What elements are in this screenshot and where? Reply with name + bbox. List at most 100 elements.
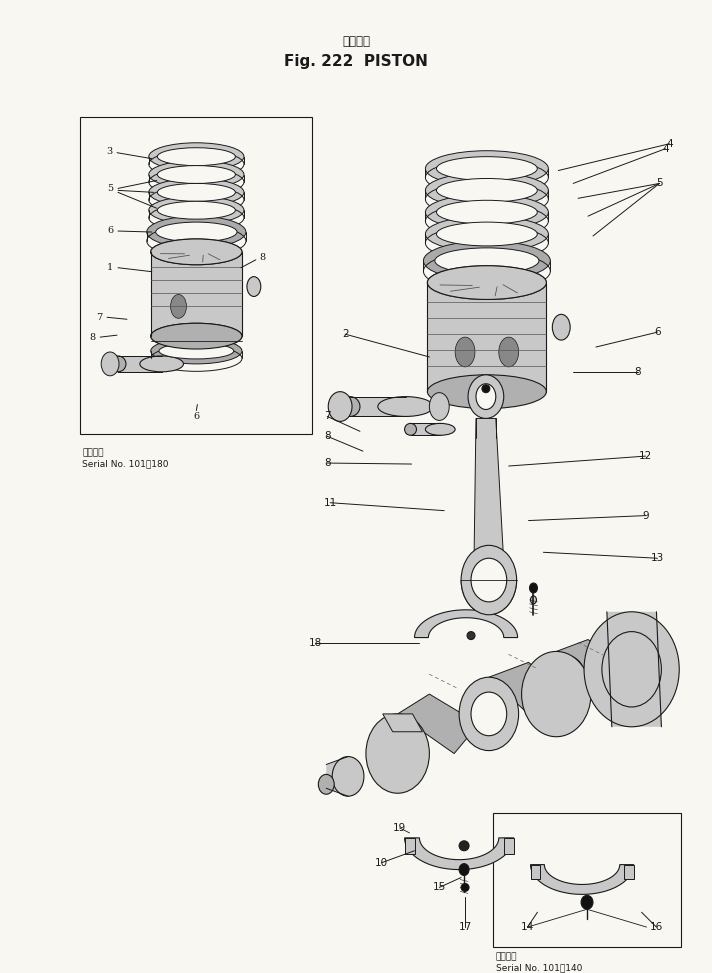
Ellipse shape <box>404 423 417 435</box>
Ellipse shape <box>530 595 536 604</box>
Polygon shape <box>397 694 479 753</box>
Text: 4: 4 <box>662 144 669 154</box>
Text: 適用号機: 適用号機 <box>496 952 518 961</box>
Polygon shape <box>326 757 348 796</box>
Ellipse shape <box>149 197 244 224</box>
Ellipse shape <box>157 165 236 184</box>
Ellipse shape <box>584 612 679 727</box>
Ellipse shape <box>328 392 352 421</box>
Text: 7: 7 <box>324 412 330 421</box>
Ellipse shape <box>151 323 242 349</box>
Text: ピストン: ピストン <box>342 35 370 48</box>
Text: 2: 2 <box>342 329 348 340</box>
Text: 15: 15 <box>433 883 446 892</box>
Ellipse shape <box>247 276 261 297</box>
Text: 8: 8 <box>324 458 330 468</box>
Text: 8: 8 <box>260 253 266 263</box>
Polygon shape <box>624 865 634 880</box>
Ellipse shape <box>424 241 550 280</box>
Text: 19: 19 <box>393 823 407 833</box>
Ellipse shape <box>366 714 429 793</box>
Ellipse shape <box>499 337 518 367</box>
Text: 8: 8 <box>634 367 641 377</box>
Ellipse shape <box>333 757 364 796</box>
Polygon shape <box>350 397 406 416</box>
Polygon shape <box>404 838 414 853</box>
Polygon shape <box>530 865 634 894</box>
Polygon shape <box>556 639 628 694</box>
Ellipse shape <box>147 216 246 248</box>
Polygon shape <box>118 356 162 372</box>
Ellipse shape <box>425 172 548 208</box>
Polygon shape <box>489 663 568 719</box>
Text: 14: 14 <box>521 922 534 932</box>
Ellipse shape <box>156 222 237 242</box>
Text: 7: 7 <box>96 312 103 322</box>
Text: 8: 8 <box>324 431 330 442</box>
Ellipse shape <box>553 314 570 341</box>
Polygon shape <box>151 252 242 336</box>
Ellipse shape <box>530 583 538 593</box>
Ellipse shape <box>455 337 475 367</box>
Ellipse shape <box>159 343 234 359</box>
Bar <box>493 813 681 947</box>
Text: 16: 16 <box>650 922 663 932</box>
Ellipse shape <box>157 148 236 165</box>
Text: 3: 3 <box>106 147 112 157</box>
Ellipse shape <box>151 239 242 265</box>
Ellipse shape <box>581 895 593 909</box>
Text: 6: 6 <box>107 226 113 234</box>
Polygon shape <box>411 423 440 435</box>
Ellipse shape <box>467 631 475 639</box>
Ellipse shape <box>468 375 503 418</box>
Ellipse shape <box>471 692 507 736</box>
Ellipse shape <box>151 239 242 265</box>
Ellipse shape <box>482 384 490 393</box>
Ellipse shape <box>427 375 546 409</box>
Ellipse shape <box>149 143 244 170</box>
Polygon shape <box>607 612 661 727</box>
Ellipse shape <box>436 200 538 224</box>
Ellipse shape <box>608 616 671 695</box>
Ellipse shape <box>157 184 236 201</box>
Bar <box>80 117 313 434</box>
Polygon shape <box>474 418 503 562</box>
Text: 8: 8 <box>89 333 95 342</box>
Ellipse shape <box>427 266 546 300</box>
Text: 11: 11 <box>323 498 337 508</box>
Polygon shape <box>404 838 513 870</box>
Ellipse shape <box>149 161 244 189</box>
Ellipse shape <box>149 178 244 206</box>
Ellipse shape <box>602 631 661 707</box>
Polygon shape <box>414 610 518 637</box>
Text: 18: 18 <box>309 637 322 647</box>
Ellipse shape <box>436 222 538 246</box>
Text: 12: 12 <box>639 451 652 461</box>
Ellipse shape <box>318 775 334 794</box>
Polygon shape <box>427 282 546 392</box>
Text: 適用号機: 適用号機 <box>83 449 104 457</box>
Text: 9: 9 <box>642 511 649 521</box>
Ellipse shape <box>110 356 126 372</box>
Text: 5: 5 <box>107 184 113 193</box>
Text: 13: 13 <box>651 554 664 563</box>
Text: 5: 5 <box>656 178 663 189</box>
Polygon shape <box>530 865 540 880</box>
Ellipse shape <box>436 157 538 180</box>
Ellipse shape <box>140 356 184 372</box>
Ellipse shape <box>461 545 517 615</box>
Text: 4: 4 <box>666 139 673 149</box>
Ellipse shape <box>425 216 548 252</box>
Text: 10: 10 <box>375 857 388 868</box>
Text: Serial No. 101～180: Serial No. 101～180 <box>83 459 169 468</box>
Ellipse shape <box>378 397 434 416</box>
Ellipse shape <box>151 323 242 349</box>
Ellipse shape <box>429 393 449 420</box>
Text: 6: 6 <box>654 327 661 338</box>
Ellipse shape <box>157 201 236 219</box>
Ellipse shape <box>476 383 496 410</box>
Ellipse shape <box>459 677 518 750</box>
Polygon shape <box>503 838 513 853</box>
Polygon shape <box>461 580 517 615</box>
Ellipse shape <box>340 397 360 416</box>
